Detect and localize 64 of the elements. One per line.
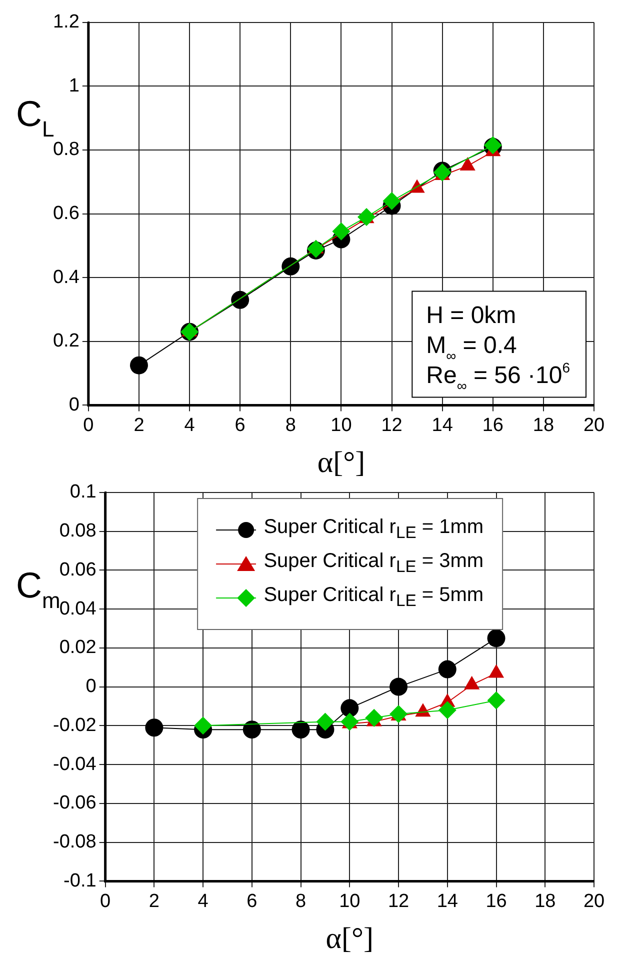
- y-tick-label: 0.02: [59, 637, 96, 658]
- x-tick-label: 8: [295, 890, 306, 912]
- x-tick-label: 14: [436, 890, 458, 912]
- x-tick-label: 18: [534, 890, 556, 912]
- y-tick-label: 0.08: [59, 520, 96, 542]
- x-axis-title: α[°]: [326, 922, 374, 955]
- y-tick-label: 0.6: [52, 203, 80, 224]
- legend-label: Super Critical r$_{LE}$ = 1mm: [264, 515, 484, 544]
- y-tick-label: -0.1: [64, 870, 96, 892]
- x-tick-label: 2: [134, 414, 144, 436]
- point: [365, 708, 384, 727]
- x-tick-label: 20: [583, 890, 605, 912]
- point: [438, 701, 456, 720]
- point: [282, 257, 300, 276]
- x-axis-title: α[°]: [317, 446, 366, 479]
- y-tick-label: 0: [86, 676, 96, 698]
- annotation: H = 0km: [426, 302, 516, 330]
- x-tick-label: 0: [100, 890, 111, 912]
- y-tick-label: -0.02: [52, 714, 96, 736]
- x-tick-label: 18: [532, 414, 554, 436]
- point: [487, 629, 506, 648]
- x-tick-label: 4: [198, 890, 209, 912]
- x-tick-label: 10: [330, 414, 352, 436]
- y-tick-label: 0.8: [52, 139, 80, 160]
- point: [332, 222, 350, 240]
- point: [390, 705, 408, 724]
- x-tick-label: 8: [285, 414, 296, 436]
- y-tick-label: 0.1: [70, 482, 96, 503]
- y-tick-label: 0: [68, 394, 80, 416]
- y-tick-label: 0.06: [59, 559, 96, 580]
- legend-label: Super Critical r$_{LE}$ = 5mm: [264, 583, 484, 612]
- x-tick-label: 6: [246, 890, 258, 912]
- point: [382, 192, 401, 210]
- x-tick-label: 12: [388, 890, 410, 912]
- point: [487, 691, 506, 710]
- x-tick-label: 4: [184, 414, 196, 436]
- y-tick-label: 1.2: [52, 12, 80, 33]
- point: [390, 678, 408, 696]
- x-tick-label: 16: [486, 890, 507, 912]
- y-tick-label: 0.4: [52, 266, 80, 288]
- point: [292, 720, 310, 739]
- legend-label: Super Critical r$_{LE}$ = 3mm: [264, 549, 484, 578]
- x-tick-label: 14: [432, 414, 454, 436]
- point: [242, 720, 261, 739]
- point: [340, 699, 359, 718]
- point: [145, 718, 164, 737]
- annotation: M∞ = 0.4: [426, 332, 517, 364]
- x-tick-label: 10: [339, 890, 360, 912]
- point: [438, 660, 456, 678]
- y-tick-label: -0.04: [52, 754, 97, 775]
- x-tick-label: 20: [583, 414, 605, 436]
- y-tick-label: -0.06: [52, 792, 96, 814]
- y-tick-label: 0.2: [52, 330, 80, 352]
- y-tick-label: 1: [68, 75, 80, 96]
- point: [231, 290, 250, 309]
- point: [194, 716, 212, 735]
- x-tick-label: 12: [381, 414, 402, 436]
- point: [316, 712, 334, 731]
- x-tick-label: 16: [482, 414, 504, 436]
- y-tick-label: -0.08: [52, 832, 96, 853]
- y-tick-label: 0.04: [59, 598, 97, 620]
- point: [130, 356, 148, 374]
- x-tick-label: 6: [234, 414, 246, 436]
- x-tick-label: 2: [148, 890, 160, 912]
